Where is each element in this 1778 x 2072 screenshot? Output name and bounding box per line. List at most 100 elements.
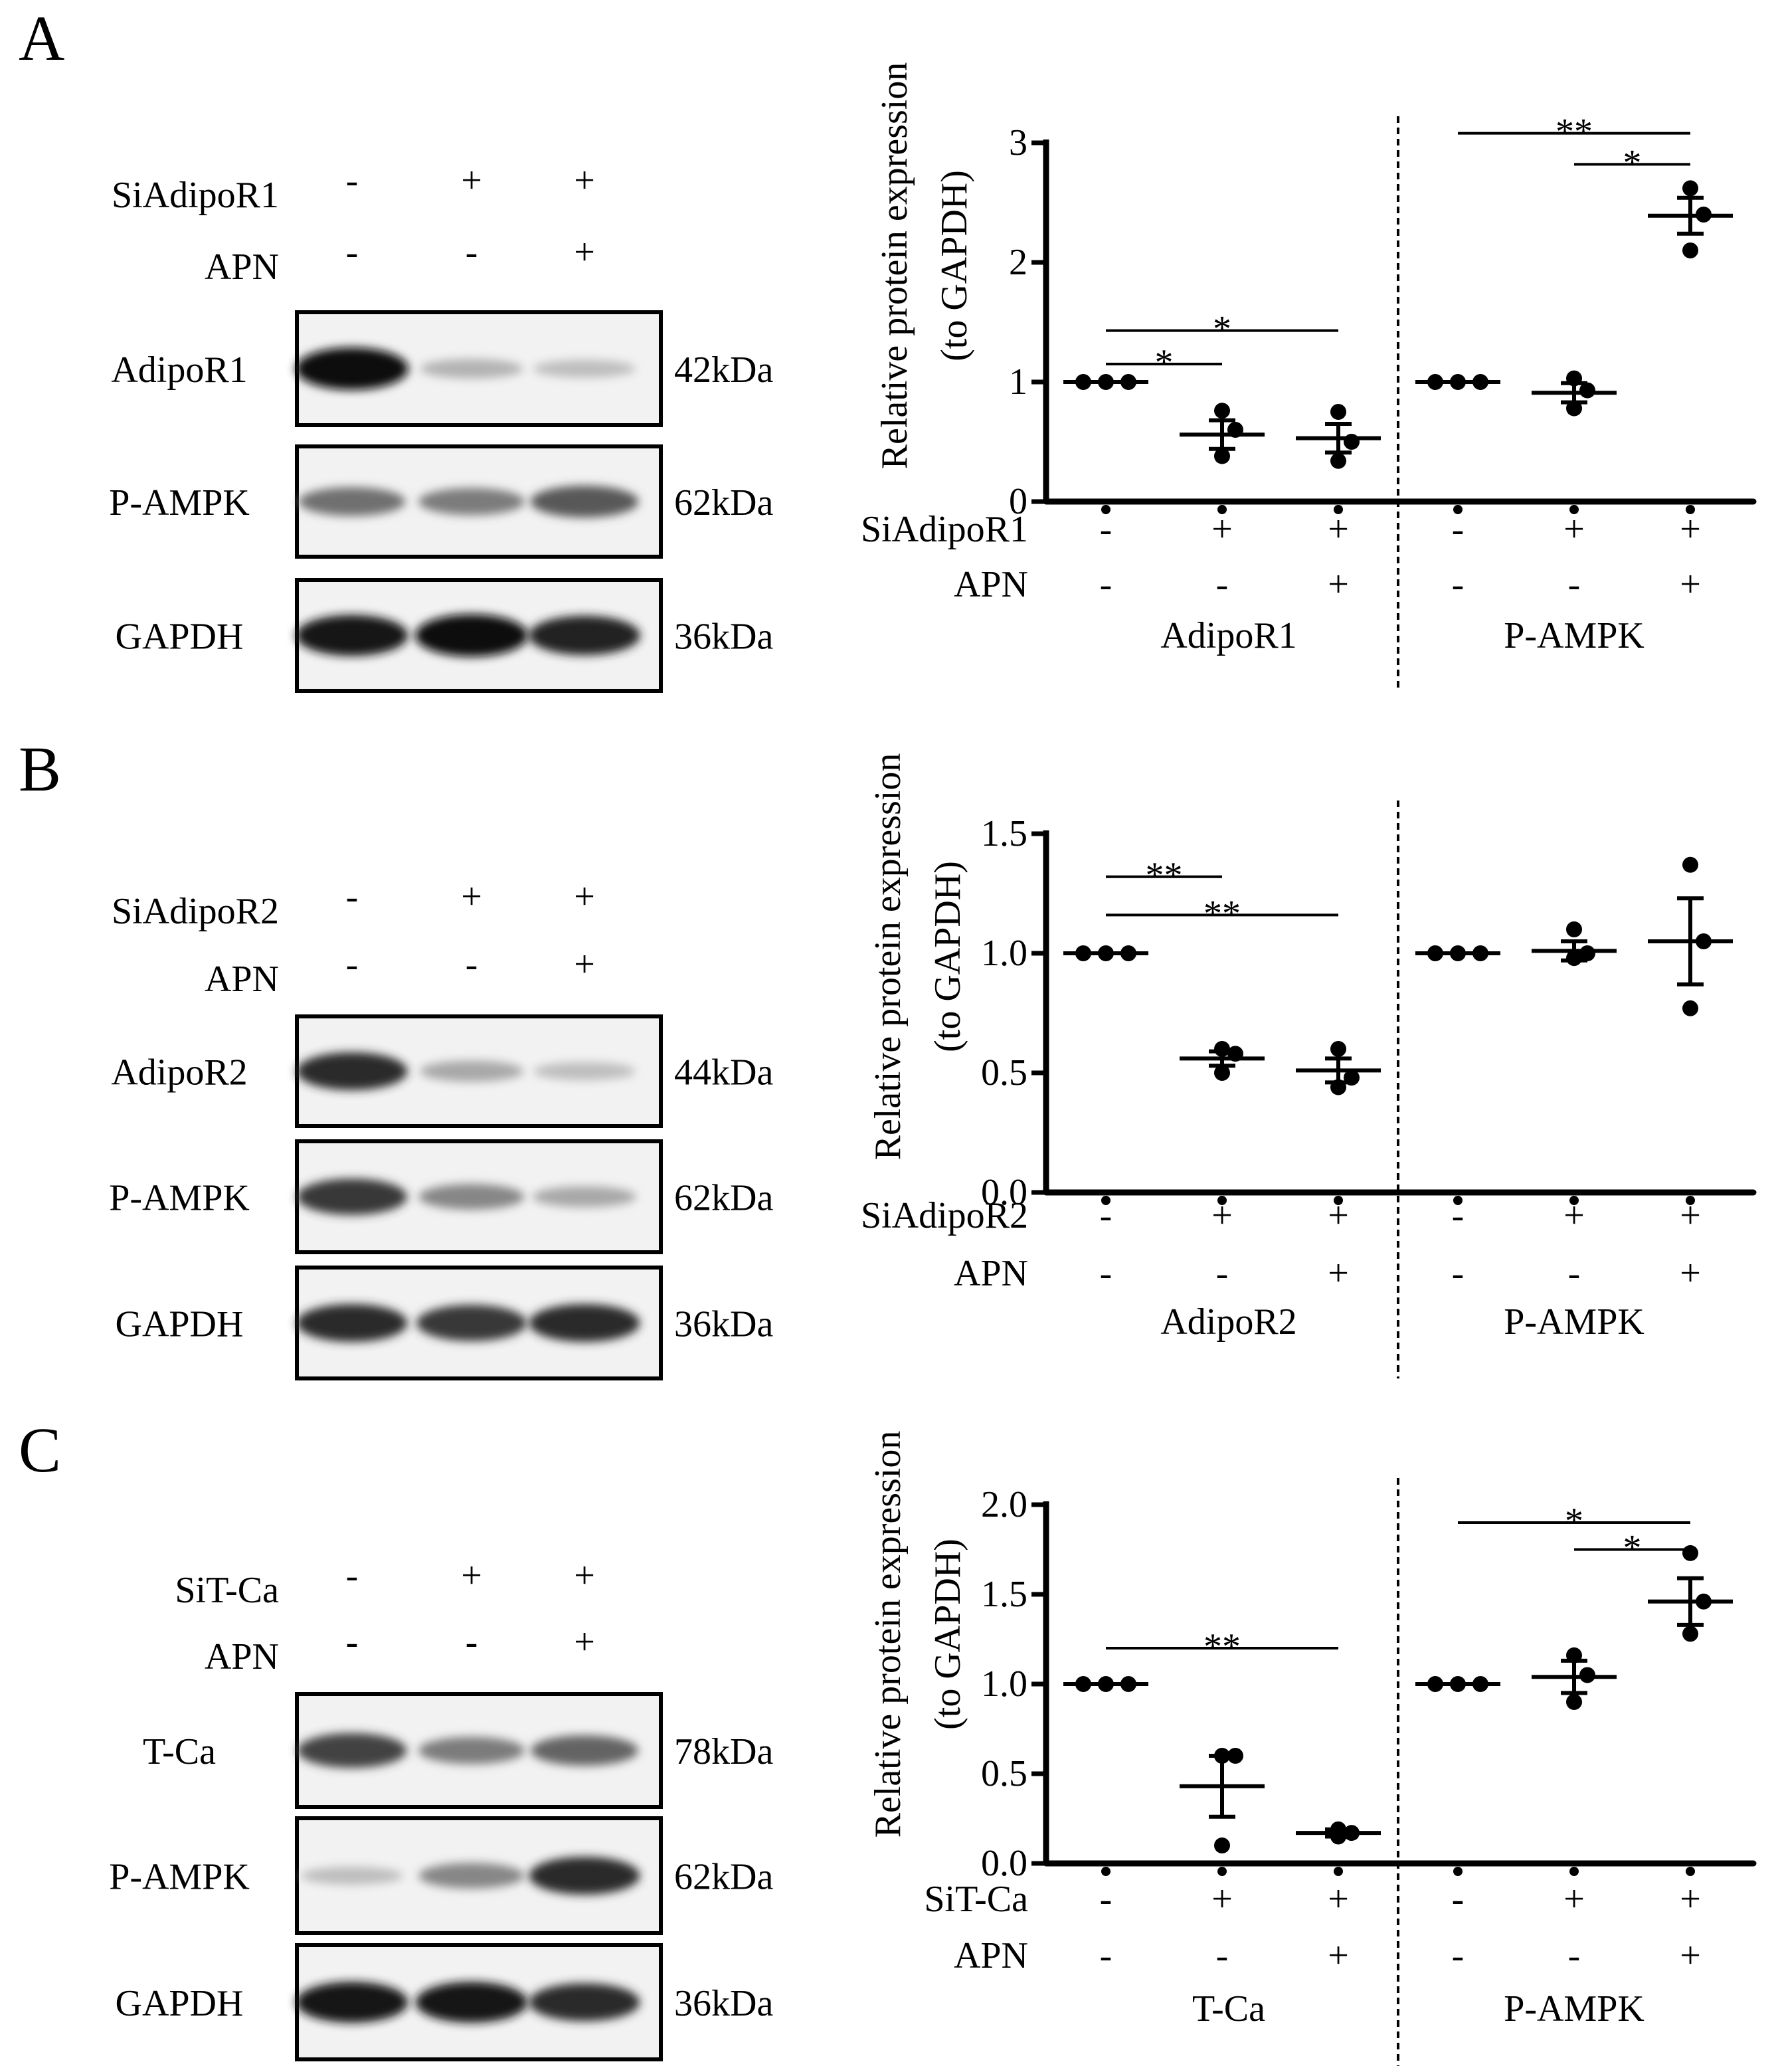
blot-band — [531, 1735, 638, 1766]
data-point — [1472, 945, 1488, 961]
blot-condition-mark: - — [346, 876, 359, 917]
blot-row-adipor1: AdipoR1 42kDa — [111, 310, 773, 427]
x-condition-mark: - — [1100, 509, 1112, 550]
x-condition-mark: + — [1328, 1879, 1349, 1920]
panel-c: C SiT-Ca - + + APN - - + T-Ca 78kDa P-AMPK 62kDa GAPD… — [19, 1414, 1757, 2066]
data-point — [1427, 945, 1443, 961]
data-point — [1214, 1837, 1230, 1853]
data-point — [1682, 1545, 1698, 1561]
x-tick — [1569, 1867, 1579, 1876]
blot-band — [418, 1737, 525, 1764]
blot-condition-label: SiAdipoR1 — [112, 175, 279, 216]
data-group — [1063, 1676, 1148, 1692]
significance-label: * — [1565, 1501, 1583, 1542]
x-condition-mark: - — [1100, 1253, 1112, 1294]
y-tick-label: 1.5 — [981, 1574, 1027, 1615]
blot-row-label: GAPDH — [116, 1983, 244, 2024]
data-point — [1682, 1626, 1698, 1642]
data-point — [1214, 403, 1230, 419]
data-point — [1566, 370, 1582, 387]
x-group-label: AdipoR1 — [1160, 615, 1296, 656]
y-axis-label: (to GAPDH) — [927, 861, 968, 1052]
blot-band — [297, 1733, 407, 1768]
x-condition-mark: + — [1680, 509, 1701, 550]
data-point — [1450, 374, 1466, 390]
x-condition-mark: + — [1328, 564, 1349, 605]
blot-condition-mark: - — [466, 944, 478, 985]
blot-row-size: 36kDa — [674, 1983, 773, 2024]
blot-row-label: P-AMPK — [109, 1178, 250, 1219]
x-condition-label: SiT-Ca — [924, 1879, 1028, 1920]
blot-row-size: 42kDa — [674, 349, 773, 391]
x-condition-mark: + — [1211, 1195, 1233, 1236]
data-point — [1227, 422, 1243, 438]
data-point — [1450, 1676, 1466, 1692]
y-tick-label: 2 — [1009, 242, 1027, 283]
data-point — [1566, 400, 1582, 417]
blot-condition-mark: + — [574, 160, 595, 201]
data-group — [1296, 1041, 1381, 1095]
scatter-chart: Relative protein expression (to GAPDH) 0 1 2… — [861, 62, 1757, 691]
data-group — [1063, 374, 1148, 390]
y-axis-label: (to GAPDH) — [927, 1539, 968, 1730]
blot-row-p-ampk: P-AMPK 62kDa — [109, 1816, 773, 1935]
blot-condition-label: APN — [205, 959, 279, 1000]
y-tick-label: 1.5 — [981, 813, 1027, 854]
data-point — [1330, 452, 1346, 469]
x-condition-mark: - — [1216, 564, 1229, 605]
data-point — [1682, 856, 1698, 873]
x-tick — [1686, 1867, 1695, 1876]
x-condition-mark: + — [1328, 1935, 1349, 1976]
data-point — [1120, 1676, 1136, 1692]
x-tick — [1217, 1196, 1227, 1205]
x-tick — [1334, 1867, 1343, 1876]
x-condition-mark: - — [1452, 1253, 1465, 1294]
data-point — [1566, 950, 1582, 967]
x-tick — [1334, 505, 1343, 514]
x-tick — [1101, 505, 1111, 514]
x-condition-mark: + — [1563, 1879, 1585, 1920]
x-tick — [1101, 1867, 1111, 1876]
blot-condition-mark: + — [461, 160, 482, 201]
scatter-chart: Relative protein expression (to GAPDH) 0.0… — [867, 1431, 1757, 2066]
y-tick-label: 0.0 — [981, 1843, 1027, 1884]
data-group — [1532, 921, 1617, 967]
x-condition-label: SiAdipoR2 — [861, 1195, 1028, 1236]
y-tick-label: 3 — [1009, 122, 1027, 163]
blot-band — [533, 359, 636, 378]
data-point — [1344, 1825, 1360, 1841]
data-point — [1696, 1593, 1712, 1610]
blot-band — [415, 614, 528, 657]
x-condition-mark: - — [1100, 1195, 1112, 1236]
x-tick — [1686, 1196, 1695, 1205]
blot-band — [298, 487, 406, 516]
blot-row-label: GAPDH — [116, 616, 244, 658]
data-point — [1098, 1676, 1114, 1692]
data-group — [1415, 945, 1500, 961]
data-point — [1472, 374, 1488, 390]
blot-row-label: AdipoR2 — [111, 1052, 247, 1093]
blot-row-label: GAPDH — [116, 1304, 244, 1345]
blot-row-gapdh: GAPDH 36kDa — [116, 1266, 773, 1380]
western-blot: SiAdipoR2 - + + APN - - + AdipoR2 44kDa P-AMPK 62kD… — [109, 876, 773, 1380]
blot-row-size: 36kDa — [674, 1304, 773, 1345]
data-point — [1227, 1748, 1243, 1764]
blot-row-label: AdipoR1 — [111, 349, 247, 391]
x-condition-mark: + — [1211, 1879, 1233, 1920]
blot-band — [415, 1982, 528, 2023]
significance-label: * — [1623, 1528, 1642, 1569]
data-group — [1648, 856, 1733, 1016]
x-condition-mark: - — [1216, 1253, 1229, 1294]
x-tick — [1453, 1196, 1463, 1205]
data-group — [1532, 1647, 1617, 1710]
x-tick — [1217, 1867, 1227, 1876]
y-tick-label: 0 — [1009, 481, 1027, 522]
data-point — [1682, 1000, 1698, 1016]
blot-condition-mark: - — [346, 1555, 359, 1596]
data-point — [1214, 1748, 1230, 1764]
data-group — [1063, 945, 1148, 961]
data-point — [1330, 1041, 1346, 1057]
x-condition-label: SiAdipoR1 — [861, 509, 1028, 550]
blot-row-size: 78kDa — [674, 1731, 773, 1772]
